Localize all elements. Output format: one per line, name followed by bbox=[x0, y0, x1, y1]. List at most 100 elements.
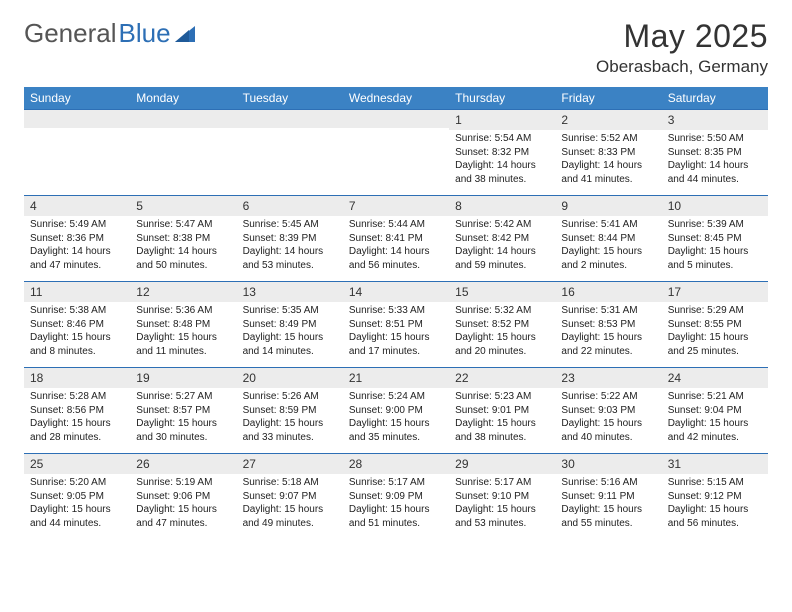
day-cell: 12Sunrise: 5:36 AMSunset: 8:48 PMDayligh… bbox=[130, 281, 236, 367]
header: GeneralBlue May 2025 Oberasbach, Germany bbox=[24, 18, 768, 77]
day-cell: 17Sunrise: 5:29 AMSunset: 8:55 PMDayligh… bbox=[662, 281, 768, 367]
day-cell: 27Sunrise: 5:18 AMSunset: 9:07 PMDayligh… bbox=[237, 453, 343, 539]
day-number: 31 bbox=[662, 454, 768, 474]
sunset-line: Sunset: 8:38 PM bbox=[136, 232, 230, 246]
day-body: Sunrise: 5:49 AMSunset: 8:36 PMDaylight:… bbox=[24, 216, 130, 276]
day-cell: 21Sunrise: 5:24 AMSunset: 9:00 PMDayligh… bbox=[343, 367, 449, 453]
sunrise-line: Sunrise: 5:26 AM bbox=[243, 390, 337, 404]
day-number: 28 bbox=[343, 454, 449, 474]
day-body: Sunrise: 5:54 AMSunset: 8:32 PMDaylight:… bbox=[449, 130, 555, 190]
sunrise-line: Sunrise: 5:50 AM bbox=[668, 132, 762, 146]
empty-cell bbox=[130, 109, 236, 195]
empty-cell bbox=[343, 109, 449, 195]
day-body: Sunrise: 5:45 AMSunset: 8:39 PMDaylight:… bbox=[237, 216, 343, 276]
day-body: Sunrise: 5:17 AMSunset: 9:09 PMDaylight:… bbox=[343, 474, 449, 534]
day-cell: 31Sunrise: 5:15 AMSunset: 9:12 PMDayligh… bbox=[662, 453, 768, 539]
day-cell: 22Sunrise: 5:23 AMSunset: 9:01 PMDayligh… bbox=[449, 367, 555, 453]
day-number: 23 bbox=[555, 368, 661, 388]
empty-cell bbox=[237, 109, 343, 195]
day-cell: 30Sunrise: 5:16 AMSunset: 9:11 PMDayligh… bbox=[555, 453, 661, 539]
day-number: 17 bbox=[662, 282, 768, 302]
daylight-line: Daylight: 15 hours and 55 minutes. bbox=[561, 503, 655, 530]
day-number: 14 bbox=[343, 282, 449, 302]
day-body: Sunrise: 5:22 AMSunset: 9:03 PMDaylight:… bbox=[555, 388, 661, 448]
daylight-line: Daylight: 14 hours and 47 minutes. bbox=[30, 245, 124, 272]
daylight-line: Daylight: 15 hours and 25 minutes. bbox=[668, 331, 762, 358]
day-number: 30 bbox=[555, 454, 661, 474]
day-cell: 16Sunrise: 5:31 AMSunset: 8:53 PMDayligh… bbox=[555, 281, 661, 367]
day-body: Sunrise: 5:42 AMSunset: 8:42 PMDaylight:… bbox=[449, 216, 555, 276]
sunrise-line: Sunrise: 5:38 AM bbox=[30, 304, 124, 318]
day-cell: 13Sunrise: 5:35 AMSunset: 8:49 PMDayligh… bbox=[237, 281, 343, 367]
day-cell: 28Sunrise: 5:17 AMSunset: 9:09 PMDayligh… bbox=[343, 453, 449, 539]
daylight-line: Daylight: 15 hours and 42 minutes. bbox=[668, 417, 762, 444]
empty-cell bbox=[24, 109, 130, 195]
sunset-line: Sunset: 9:07 PM bbox=[243, 490, 337, 504]
sunrise-line: Sunrise: 5:36 AM bbox=[136, 304, 230, 318]
day-cell: 3Sunrise: 5:50 AMSunset: 8:35 PMDaylight… bbox=[662, 109, 768, 195]
sunset-line: Sunset: 9:00 PM bbox=[349, 404, 443, 418]
day-number: 11 bbox=[24, 282, 130, 302]
day-cell: 14Sunrise: 5:33 AMSunset: 8:51 PMDayligh… bbox=[343, 281, 449, 367]
day-number: 27 bbox=[237, 454, 343, 474]
day-body: Sunrise: 5:29 AMSunset: 8:55 PMDaylight:… bbox=[662, 302, 768, 362]
day-number: 22 bbox=[449, 368, 555, 388]
day-body: Sunrise: 5:44 AMSunset: 8:41 PMDaylight:… bbox=[343, 216, 449, 276]
day-body: Sunrise: 5:26 AMSunset: 8:59 PMDaylight:… bbox=[237, 388, 343, 448]
weekday-header: Saturday bbox=[662, 87, 768, 109]
day-body: Sunrise: 5:39 AMSunset: 8:45 PMDaylight:… bbox=[662, 216, 768, 276]
sunset-line: Sunset: 8:36 PM bbox=[30, 232, 124, 246]
day-number: 13 bbox=[237, 282, 343, 302]
weekday-header: Monday bbox=[130, 87, 236, 109]
day-cell: 20Sunrise: 5:26 AMSunset: 8:59 PMDayligh… bbox=[237, 367, 343, 453]
day-cell: 19Sunrise: 5:27 AMSunset: 8:57 PMDayligh… bbox=[130, 367, 236, 453]
title-block: May 2025 Oberasbach, Germany bbox=[596, 18, 768, 77]
daynum-empty bbox=[24, 110, 130, 128]
day-cell: 8Sunrise: 5:42 AMSunset: 8:42 PMDaylight… bbox=[449, 195, 555, 281]
day-cell: 29Sunrise: 5:17 AMSunset: 9:10 PMDayligh… bbox=[449, 453, 555, 539]
sunrise-line: Sunrise: 5:47 AM bbox=[136, 218, 230, 232]
sunset-line: Sunset: 9:11 PM bbox=[561, 490, 655, 504]
day-cell: 25Sunrise: 5:20 AMSunset: 9:05 PMDayligh… bbox=[24, 453, 130, 539]
daylight-line: Daylight: 15 hours and 35 minutes. bbox=[349, 417, 443, 444]
sunset-line: Sunset: 9:10 PM bbox=[455, 490, 549, 504]
sunset-line: Sunset: 8:59 PM bbox=[243, 404, 337, 418]
day-body: Sunrise: 5:47 AMSunset: 8:38 PMDaylight:… bbox=[130, 216, 236, 276]
sunset-line: Sunset: 8:41 PM bbox=[349, 232, 443, 246]
day-cell: 9Sunrise: 5:41 AMSunset: 8:44 PMDaylight… bbox=[555, 195, 661, 281]
sunset-line: Sunset: 9:06 PM bbox=[136, 490, 230, 504]
day-cell: 2Sunrise: 5:52 AMSunset: 8:33 PMDaylight… bbox=[555, 109, 661, 195]
sunrise-line: Sunrise: 5:18 AM bbox=[243, 476, 337, 490]
daylight-line: Daylight: 14 hours and 59 minutes. bbox=[455, 245, 549, 272]
sunset-line: Sunset: 8:53 PM bbox=[561, 318, 655, 332]
day-body: Sunrise: 5:20 AMSunset: 9:05 PMDaylight:… bbox=[24, 474, 130, 534]
day-number: 8 bbox=[449, 196, 555, 216]
day-body: Sunrise: 5:35 AMSunset: 8:49 PMDaylight:… bbox=[237, 302, 343, 362]
sunset-line: Sunset: 8:55 PM bbox=[668, 318, 762, 332]
day-body: Sunrise: 5:36 AMSunset: 8:48 PMDaylight:… bbox=[130, 302, 236, 362]
day-number: 16 bbox=[555, 282, 661, 302]
sunset-line: Sunset: 8:51 PM bbox=[349, 318, 443, 332]
sunset-line: Sunset: 8:45 PM bbox=[668, 232, 762, 246]
day-number: 18 bbox=[24, 368, 130, 388]
day-body: Sunrise: 5:41 AMSunset: 8:44 PMDaylight:… bbox=[555, 216, 661, 276]
sunrise-line: Sunrise: 5:54 AM bbox=[455, 132, 549, 146]
sunset-line: Sunset: 9:05 PM bbox=[30, 490, 124, 504]
weekday-header: Tuesday bbox=[237, 87, 343, 109]
day-number: 19 bbox=[130, 368, 236, 388]
sunrise-line: Sunrise: 5:49 AM bbox=[30, 218, 124, 232]
sunrise-line: Sunrise: 5:19 AM bbox=[136, 476, 230, 490]
day-body: Sunrise: 5:18 AMSunset: 9:07 PMDaylight:… bbox=[237, 474, 343, 534]
daynum-empty bbox=[130, 110, 236, 128]
brand-logo: GeneralBlue bbox=[24, 18, 197, 49]
day-number: 24 bbox=[662, 368, 768, 388]
sunrise-line: Sunrise: 5:41 AM bbox=[561, 218, 655, 232]
daylight-line: Daylight: 14 hours and 50 minutes. bbox=[136, 245, 230, 272]
weekday-header: Friday bbox=[555, 87, 661, 109]
day-body: Sunrise: 5:33 AMSunset: 8:51 PMDaylight:… bbox=[343, 302, 449, 362]
page-title: May 2025 bbox=[596, 18, 768, 55]
daylight-line: Daylight: 15 hours and 20 minutes. bbox=[455, 331, 549, 358]
weekday-header: Wednesday bbox=[343, 87, 449, 109]
calendar: SundayMondayTuesdayWednesdayThursdayFrid… bbox=[24, 87, 768, 539]
daylight-line: Daylight: 15 hours and 14 minutes. bbox=[243, 331, 337, 358]
